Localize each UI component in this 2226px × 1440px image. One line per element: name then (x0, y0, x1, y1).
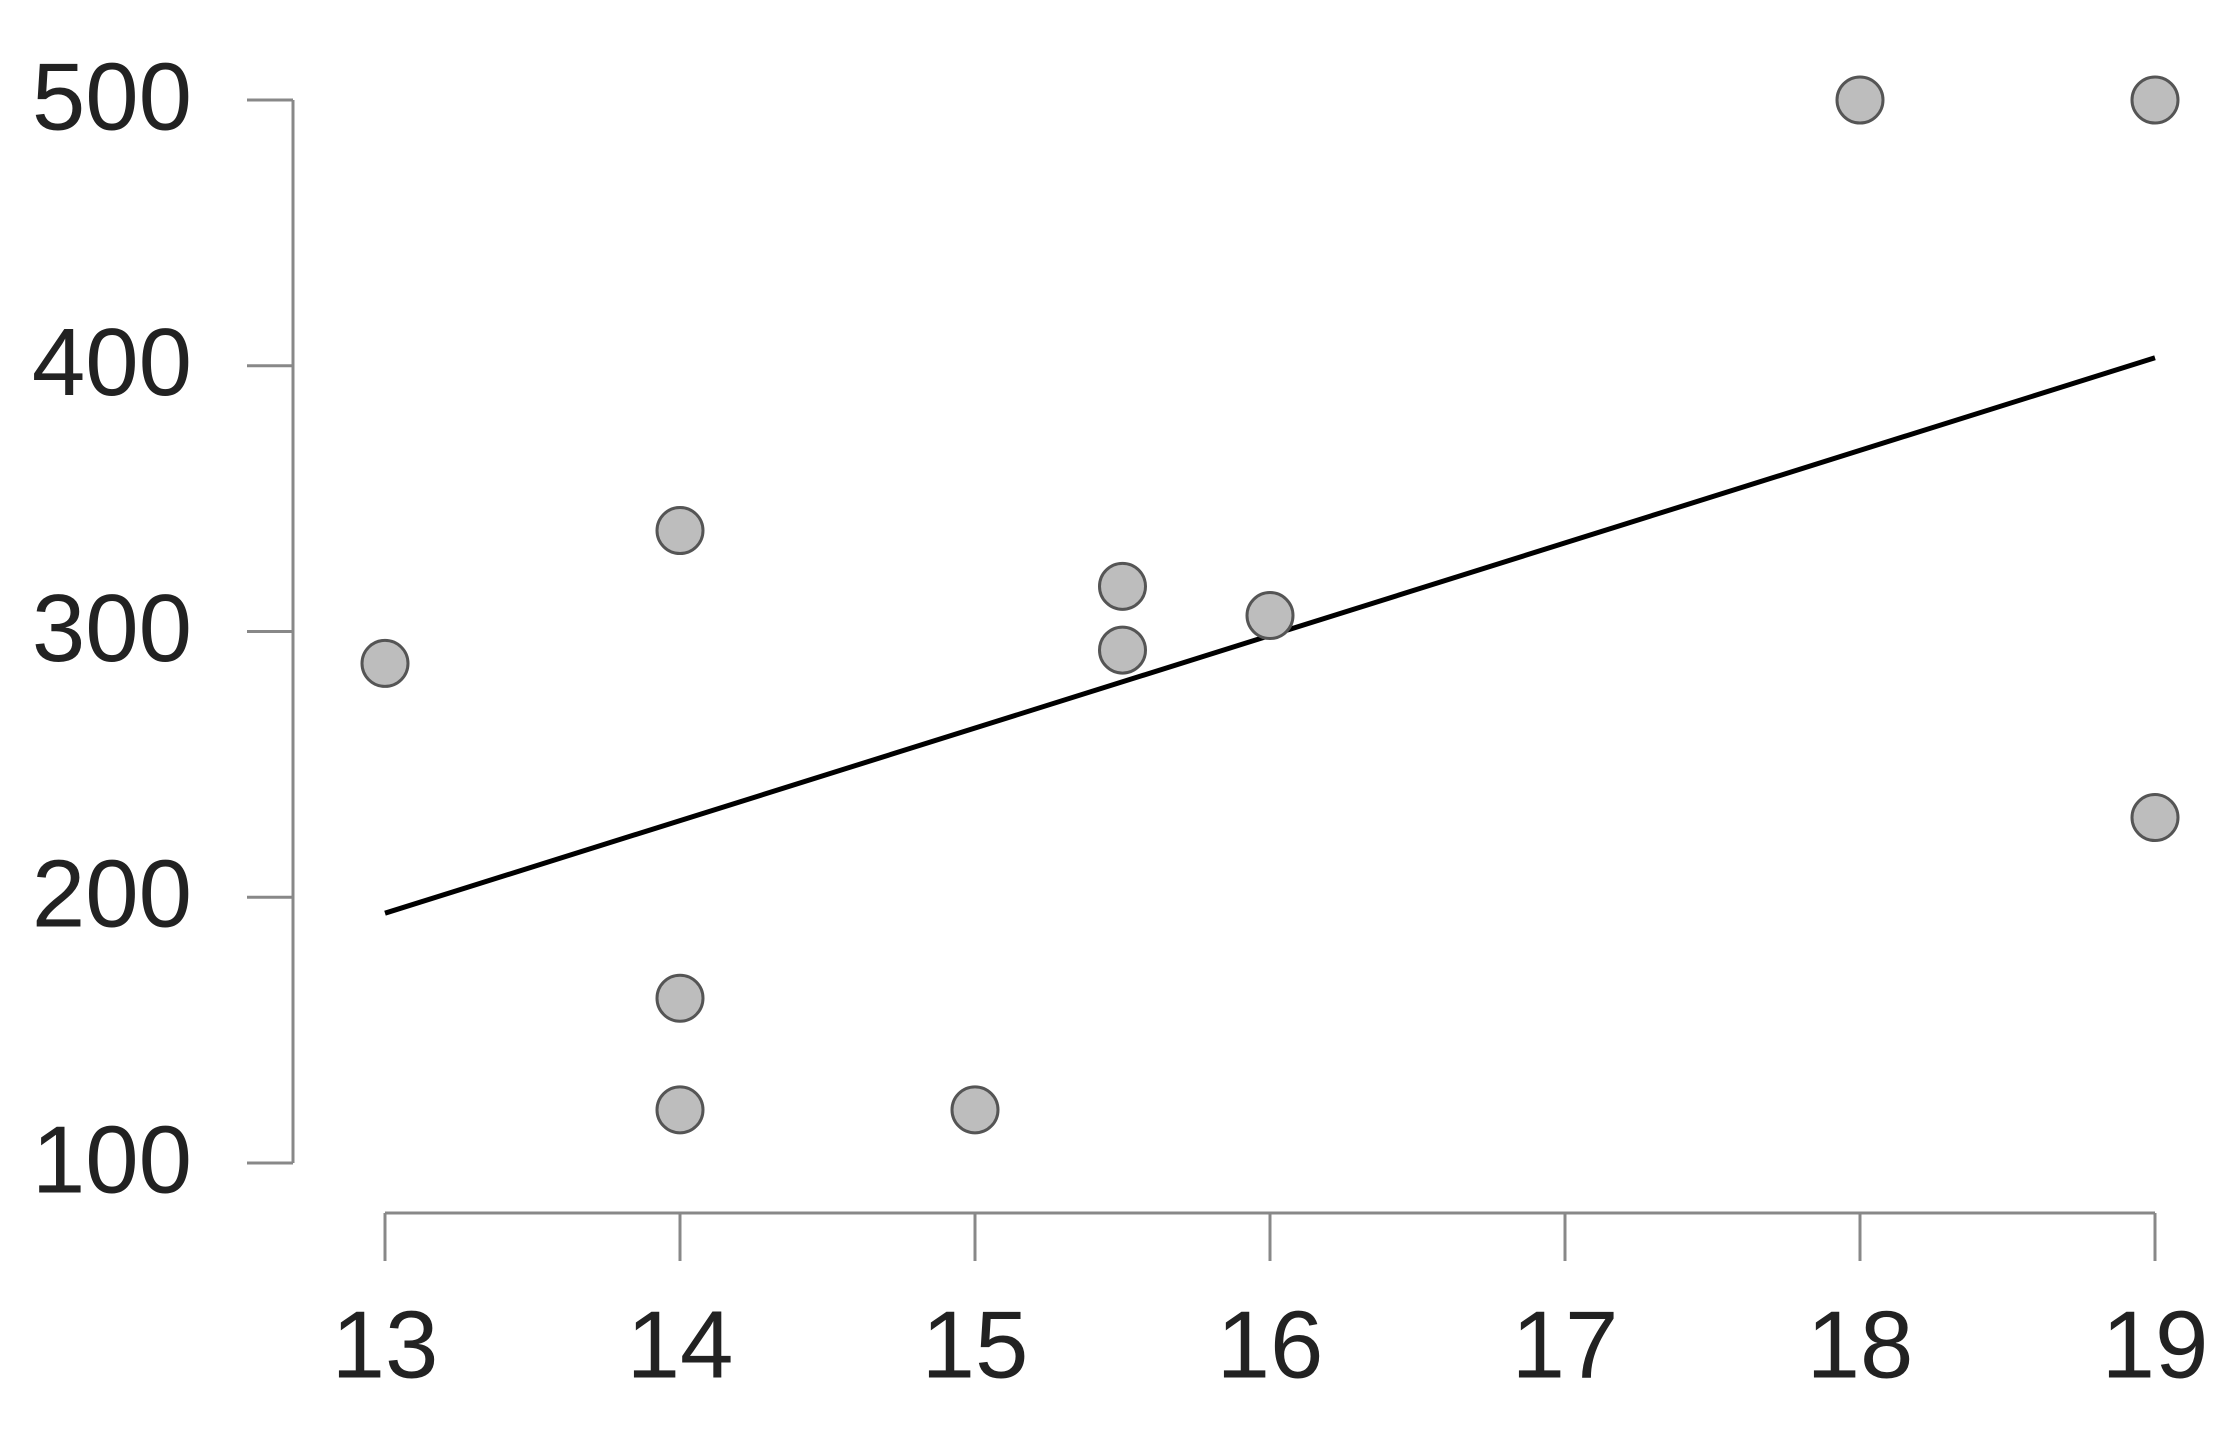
point (655, 1085, 705, 1135)
y-tick-label: 200 (32, 841, 192, 948)
point (360, 638, 410, 688)
y-tick-label: 300 (32, 575, 192, 682)
point (950, 1085, 1000, 1135)
x-tick-label: 18 (1807, 1291, 1914, 1398)
point (1098, 625, 1147, 675)
x-tick-label: 14 (627, 1291, 734, 1398)
y-tick-label: 100 (32, 1106, 192, 1213)
point (655, 506, 705, 556)
x-tick-label: 16 (1217, 1291, 1324, 1398)
x-tick-label: 15 (922, 1291, 1029, 1398)
point (655, 973, 705, 1023)
y-tick-label: 500 (32, 43, 192, 150)
point (1835, 75, 1885, 125)
x-tick-label: 19 (2102, 1291, 2209, 1398)
y-tick-label: 400 (32, 309, 192, 416)
point (1245, 591, 1295, 641)
point (1098, 561, 1147, 611)
x-tick-label: 13 (332, 1291, 439, 1398)
x-tick-label: 17 (1512, 1291, 1619, 1398)
point (2130, 75, 2180, 125)
point (2130, 793, 2180, 843)
